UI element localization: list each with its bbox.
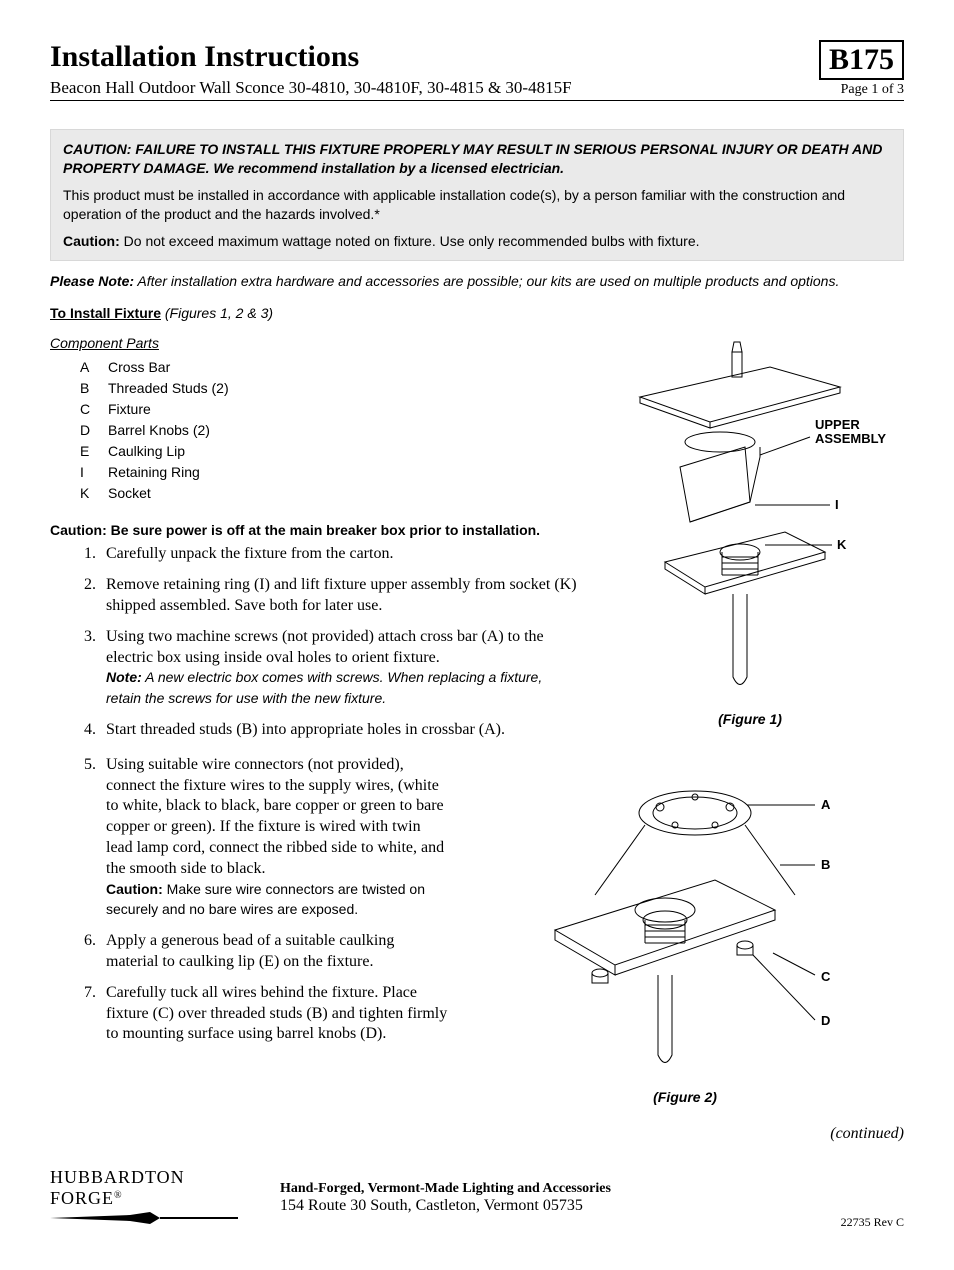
svg-text:ASSEMBLY: ASSEMBLY	[815, 431, 886, 446]
svg-text:I: I	[835, 497, 839, 512]
step-1: Carefully unpack the fixture from the ca…	[100, 544, 580, 565]
parts-list: ACross Bar BThreaded Studs (2) CFixture …	[80, 357, 580, 504]
list-item: ECaulking Lip	[80, 441, 580, 462]
svg-text:B: B	[821, 857, 830, 872]
step-2: Remove retaining ring (I) and lift fixtu…	[100, 575, 580, 617]
figure-2-caption: (Figure 2)	[466, 1089, 904, 1105]
svg-text:K: K	[837, 537, 847, 552]
list-item: ACross Bar	[80, 357, 580, 378]
svg-text:D: D	[821, 1013, 830, 1028]
caution-box: CAUTION: FAILURE TO INSTALL THIS FIXTURE…	[50, 129, 904, 261]
brand-logo: HUBBARDTON FORGE®	[50, 1167, 260, 1230]
step-5: Using suitable wire connectors (not prov…	[100, 755, 450, 921]
caution-para2: Do not exceed maximum wattage noted on f…	[120, 233, 700, 249]
step-7: Carefully tuck all wires behind the fixt…	[100, 983, 450, 1045]
step-6: Apply a generous bead of a suitable caul…	[100, 931, 450, 973]
caution-para2-label: Caution:	[63, 233, 120, 249]
list-item: DBarrel Knobs (2)	[80, 420, 580, 441]
footer-rev: 22735 Rev C	[841, 1215, 904, 1230]
document-header: Installation Instructions Beacon Hall Ou…	[50, 40, 904, 101]
doc-code-block: B175 Page 1 of 3	[819, 40, 904, 98]
please-note-text: After installation extra hardware and ac…	[134, 273, 839, 289]
caution-main-text: FAILURE TO INSTALL THIS FIXTURE PROPERLY…	[63, 141, 882, 176]
please-note-label: Please Note:	[50, 273, 134, 289]
page-subtitle: Beacon Hall Outdoor Wall Sconce 30-4810,…	[50, 78, 572, 98]
section-heading: To Install Fixture (Figures 1, 2 & 3)	[50, 305, 904, 321]
steps-list: Carefully unpack the fixture from the ca…	[50, 544, 580, 740]
page-number: Page 1 of 3	[819, 82, 904, 98]
component-parts-label: Component Parts	[50, 335, 580, 351]
svg-text:UPPER: UPPER	[815, 417, 860, 432]
steps-list-continued: Using suitable wire connectors (not prov…	[50, 755, 450, 1045]
list-item: KSocket	[80, 483, 580, 504]
figure-2: A B C D (Figure 2)	[466, 755, 904, 1105]
figure-1: UPPER ASSEMBLY I K (Figure 1)	[596, 327, 904, 727]
step-3: Using two machine screws (not provided) …	[100, 627, 580, 710]
section-paren: (Figures 1, 2 & 3)	[165, 305, 273, 321]
caution-para1: This product must be installed in accord…	[63, 186, 891, 224]
footer-tagline: Hand-Forged, Vermont-Made Lighting and A…	[280, 1181, 821, 1197]
list-item: CFixture	[80, 399, 580, 420]
figure-1-caption: (Figure 1)	[596, 711, 904, 727]
page-footer: HUBBARDTON FORGE® Hand-Forged, Vermont-M…	[50, 1167, 904, 1230]
svg-text:C: C	[821, 969, 831, 984]
page-title: Installation Instructions	[50, 40, 572, 74]
please-note: Please Note: After installation extra ha…	[50, 273, 904, 289]
list-item: IRetaining Ring	[80, 462, 580, 483]
footer-address: 154 Route 30 South, Castleton, Vermont 0…	[280, 1197, 821, 1215]
power-off-caution: Caution: Be sure power is off at the mai…	[50, 522, 580, 538]
continued-label: (continued)	[50, 1125, 904, 1143]
step-4: Start threaded studs (B) into appropriat…	[100, 720, 580, 741]
doc-code: B175	[819, 40, 904, 80]
section-title: To Install Fixture	[50, 305, 161, 321]
svg-text:A: A	[821, 797, 831, 812]
footer-center: Hand-Forged, Vermont-Made Lighting and A…	[280, 1181, 821, 1215]
caution-label: CAUTION:	[63, 141, 131, 157]
list-item: BThreaded Studs (2)	[80, 378, 580, 399]
